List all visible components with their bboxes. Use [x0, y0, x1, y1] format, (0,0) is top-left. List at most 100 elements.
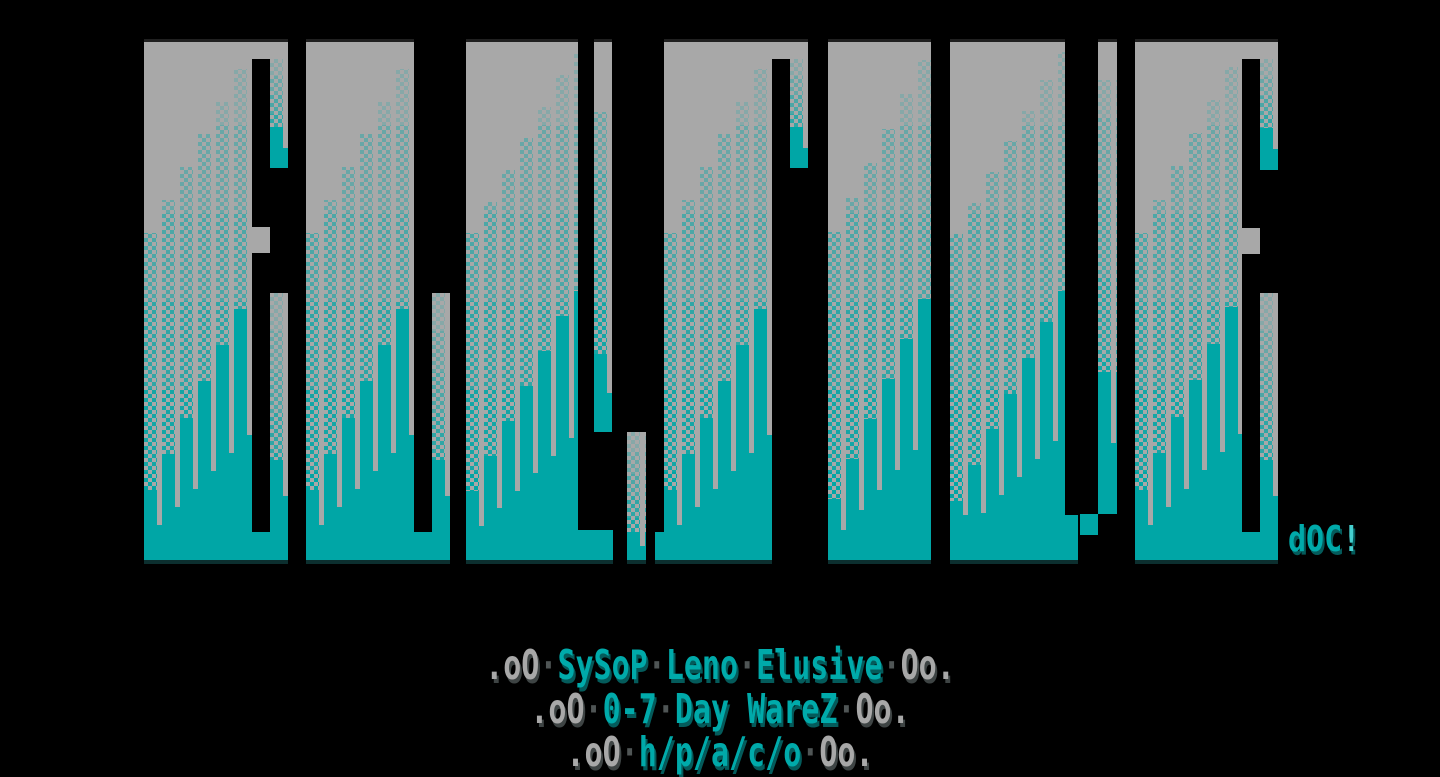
doc-tag-segment: ! [1342, 519, 1361, 561]
letter-part-slab [1135, 42, 1242, 560]
letter-part-upper-tip [270, 59, 288, 168]
letter-part-right-col [1098, 42, 1117, 514]
footer-warez-line: .oO·0-7·Day WareZ·Oo. [0, 686, 1440, 734]
letter-part-right-tip [790, 59, 808, 168]
dither-column [1225, 42, 1242, 560]
text-segment: · [539, 642, 558, 690]
letter-part-bottom-bar [1135, 532, 1278, 560]
dither-column [1116, 42, 1117, 514]
dither-column [1098, 42, 1116, 514]
dither-column [484, 42, 502, 560]
letter-part-bottom-bar [144, 532, 288, 560]
dither-column [1040, 42, 1058, 560]
letter-part-slab [306, 42, 414, 560]
dither-column [1260, 59, 1278, 170]
text-segment: · [738, 642, 757, 690]
dither-column [1189, 42, 1207, 560]
dither-column [270, 293, 288, 532]
text-segment: · [620, 729, 639, 777]
footer-hpaco-line: .oO·h/p/a/c/o·Oo. [0, 729, 1440, 777]
dither-column [180, 42, 198, 560]
letter-part-slab [950, 42, 1065, 560]
text-segment: .oO [530, 686, 585, 734]
letter-part-lower-tip [270, 293, 288, 532]
dither-column [432, 293, 450, 532]
letter-part-slab [828, 42, 931, 560]
dither-column [144, 42, 162, 560]
dither-column [682, 42, 700, 560]
letter-part-right-col [594, 42, 612, 432]
text-segment: .oO [566, 729, 621, 777]
dither-column [736, 42, 754, 560]
letter-part-bottom-bar [306, 532, 450, 560]
letter-part-lower-tip [1260, 293, 1278, 532]
text-segment: 0-7 [602, 686, 657, 734]
letter-part-bottom-bar [466, 530, 613, 560]
text-segment: · [584, 686, 603, 734]
letter-part-bottom-bar [655, 532, 772, 560]
letter-part-top-bridge [772, 42, 808, 59]
dither-column [718, 42, 736, 560]
dither-column [270, 59, 288, 168]
dither-column [378, 42, 396, 560]
dither-column [396, 42, 414, 560]
letter-part-vertex-step [1080, 514, 1098, 535]
dither-column [968, 42, 986, 560]
text-segment: · [837, 686, 856, 734]
dither-column [790, 59, 808, 168]
dither-column [324, 42, 342, 560]
dither-column [594, 42, 612, 432]
dither-column [466, 42, 484, 560]
dither-column [754, 42, 772, 560]
dither-column [198, 42, 216, 560]
doc-tag: dOC! [1288, 519, 1360, 560]
dither-column [986, 42, 1004, 560]
text-segment: · [656, 686, 675, 734]
dither-column [234, 42, 252, 560]
dither-column [216, 42, 234, 560]
letter-part-mid-bump [252, 227, 270, 253]
letter-part-bottom-bar [950, 515, 1078, 560]
dither-column [828, 42, 846, 560]
text-segment: Day WareZ [674, 686, 838, 734]
letter-part-top-bridge [252, 42, 288, 59]
dither-column [1207, 42, 1225, 560]
dither-column [645, 432, 646, 560]
dither-column [846, 42, 864, 560]
dither-column [1171, 42, 1189, 560]
dither-column [306, 42, 324, 560]
text-segment: Oo. [819, 729, 874, 777]
text-segment: Elusive [756, 642, 883, 690]
dither-column [1058, 42, 1065, 560]
text-segment: .oO [485, 642, 540, 690]
dither-column [162, 42, 180, 560]
footer-sysop-line: .oO·SySoP·Leno·Elusive·Oo. [0, 642, 1440, 690]
letter-part-top-bridge [1242, 42, 1278, 59]
letter-part-slab [466, 42, 578, 560]
dither-column [1022, 42, 1040, 560]
dither-column [900, 42, 918, 560]
dither-column [950, 42, 968, 560]
dither-column [1153, 42, 1171, 560]
dither-column [1260, 293, 1278, 532]
dither-column [520, 42, 538, 560]
letter-part-upper-tip [1260, 59, 1278, 170]
text-segment: SySoP [557, 642, 648, 690]
dither-column [342, 42, 360, 560]
letter-part-mid-bump [1242, 228, 1260, 254]
text-segment: Leno [665, 642, 739, 690]
dither-column [882, 42, 900, 560]
dither-column [538, 42, 556, 560]
dither-column [502, 42, 520, 560]
letter-part-tip [432, 293, 450, 532]
dither-column [574, 42, 578, 560]
dither-column [700, 42, 718, 560]
letter-part-slab [664, 42, 772, 560]
letter-part-slab [144, 42, 252, 560]
dither-column [1135, 42, 1153, 560]
dither-column [1004, 42, 1022, 560]
text-segment: · [647, 642, 666, 690]
dither-column [918, 42, 931, 560]
